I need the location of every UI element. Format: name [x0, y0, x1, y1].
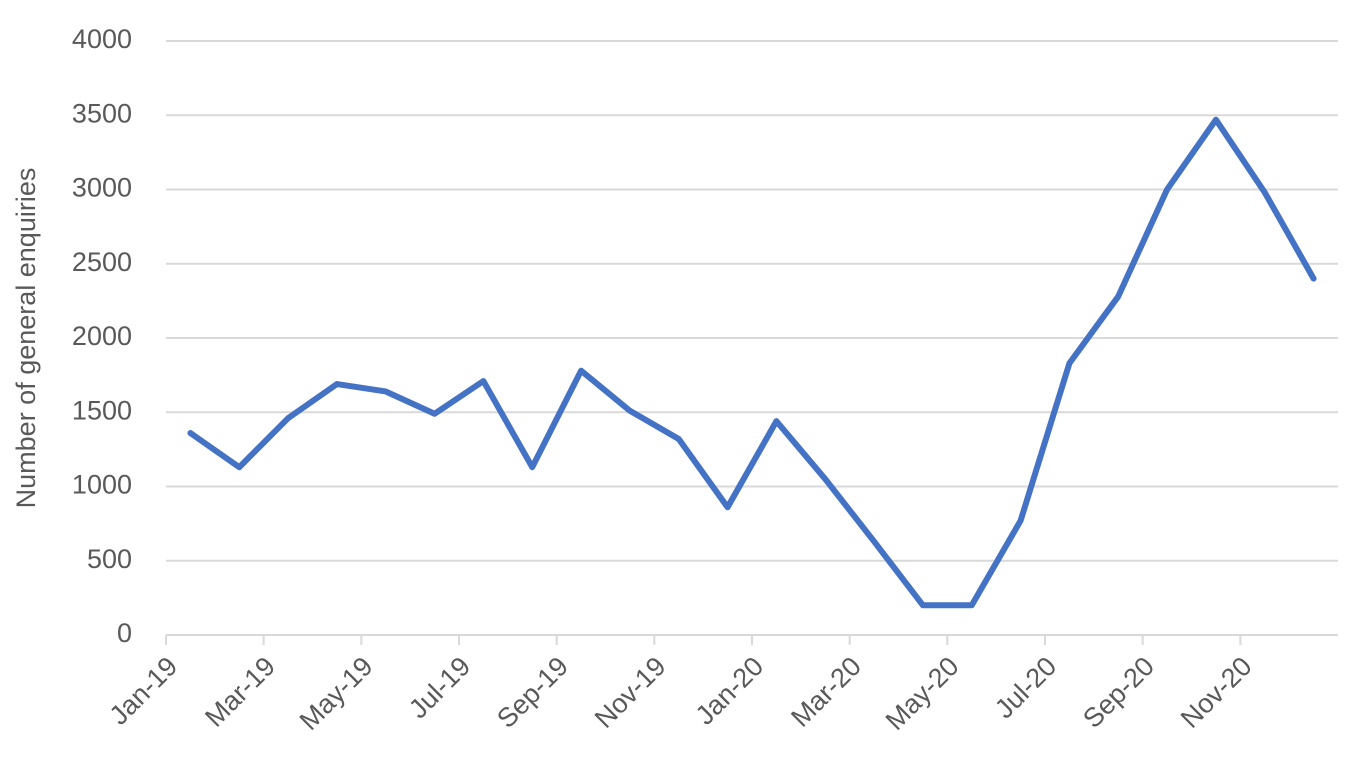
x-tick-label: Sep-19	[491, 651, 574, 734]
x-tick-label: May-19	[294, 651, 379, 736]
y-tick-label: 4000	[72, 24, 132, 54]
x-tick-label: Jul-20	[989, 651, 1062, 724]
x-tick-label: May-20	[880, 651, 965, 736]
y-tick-label: 1000	[72, 470, 132, 500]
x-tick-label: Jan-20	[690, 651, 770, 731]
x-tick-label: Mar-19	[199, 651, 281, 733]
x-tick-label: Mar-20	[785, 651, 867, 733]
x-tick-label: Jan-19	[104, 651, 184, 731]
y-tick-label: 0	[117, 618, 132, 648]
y-tick-label: 2500	[72, 247, 132, 277]
x-tick-label: Jul-19	[403, 651, 476, 724]
y-tick-label: 3500	[72, 98, 132, 128]
x-tick-label: Nov-20	[1175, 651, 1258, 734]
y-tick-label: 500	[87, 544, 132, 574]
x-tick-label: Nov-19	[589, 651, 672, 734]
y-tick-label: 2000	[72, 321, 132, 351]
x-tick-label: Sep-20	[1077, 651, 1160, 734]
y-axis-title: Number of general enquiries	[11, 168, 41, 509]
data-line	[187, 116, 1317, 609]
y-tick-label: 3000	[72, 173, 132, 203]
y-tick-label: 1500	[72, 395, 132, 425]
